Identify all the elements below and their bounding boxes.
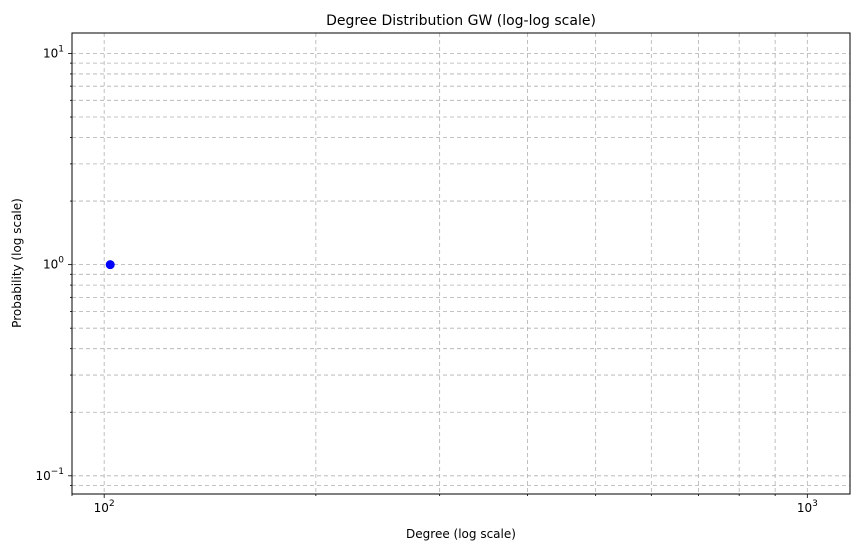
data-point-0 [105,260,115,270]
y-axis-label: Probability (log scale) [10,198,24,328]
x-axis-label: Degree (log scale) [406,527,516,541]
data-points [105,260,115,270]
y-tick-label-0-1: 10−1 [35,467,64,483]
x-tick-label-1000: 103 [797,499,818,515]
plot-frame [71,32,851,495]
y-tick-label-10: 101 [43,44,64,60]
chart-title: Degree Distribution GW (log-log scale) [326,13,596,29]
x-tick-label-100: 102 [94,499,115,515]
axis-ticks: 102 103 10−1 100 101 [35,44,817,515]
y-tick-label-1: 100 [43,256,64,272]
grid-lines [71,33,850,494]
